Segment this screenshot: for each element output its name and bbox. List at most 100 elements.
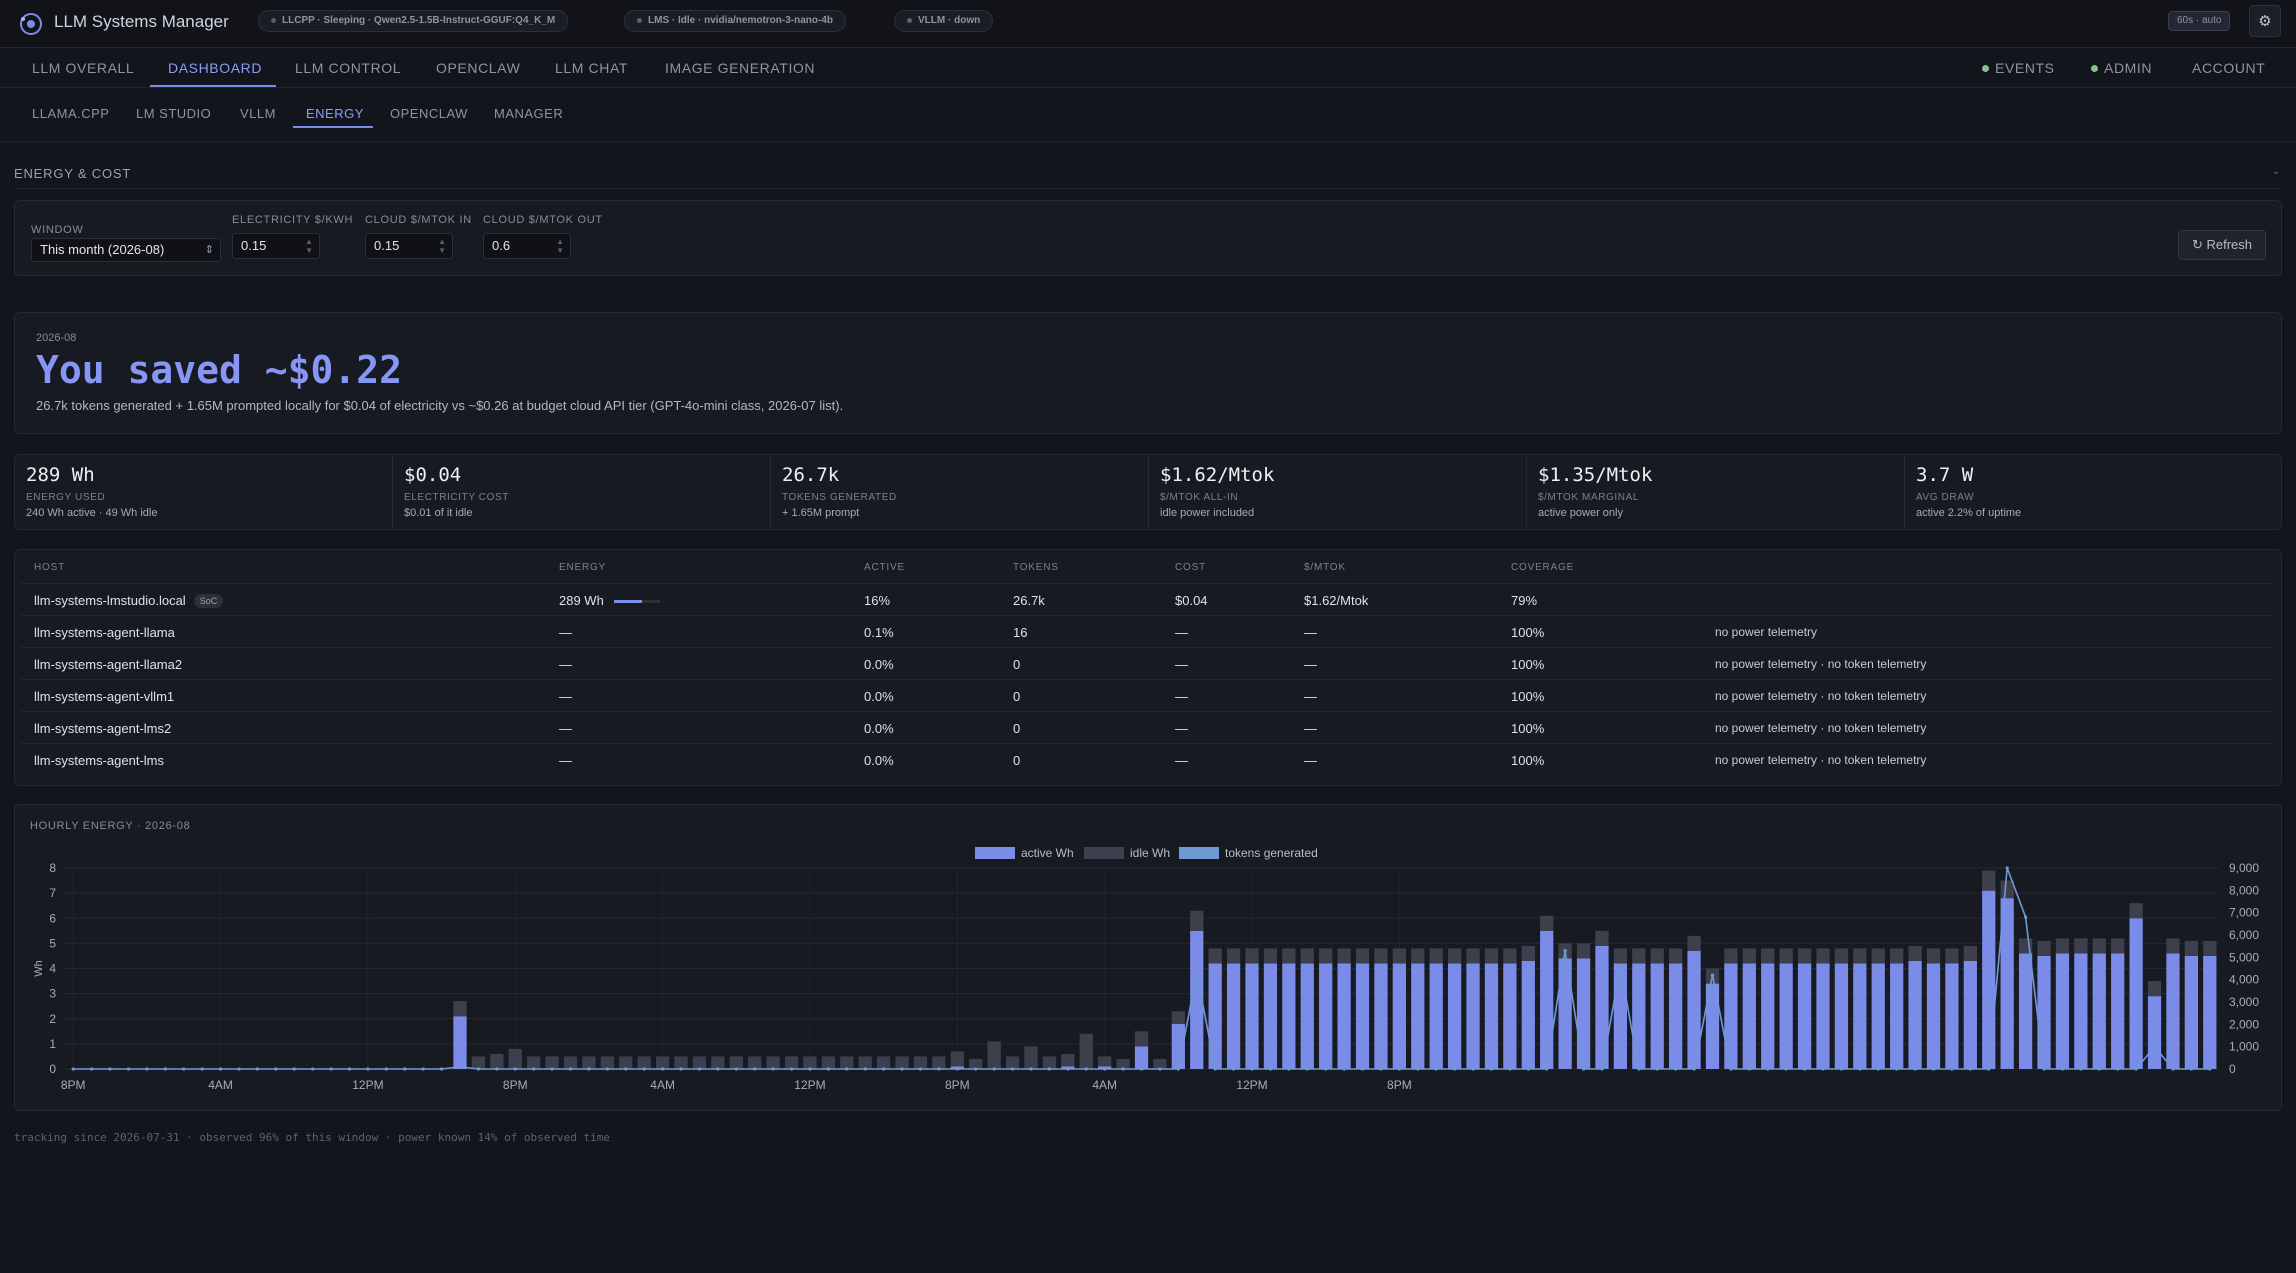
host-cell: llm-systems-agent-vllm1 [34, 689, 174, 704]
stepper-icon[interactable]: ▲ ▼ [305, 237, 313, 255]
active-cell: 0.0% [864, 689, 894, 704]
table-row[interactable]: llm-systems-agent-lms — 0.0% 0 — — 100% no powe… [20, 743, 2272, 775]
tokens-point [1987, 1067, 1991, 1071]
bar-idle [674, 1056, 688, 1069]
subtab-openclaw[interactable]: OPENCLAW [390, 106, 468, 121]
host-cell: llm-systems-agent-llama2 [34, 657, 182, 672]
tab-llm-control[interactable]: LLM CONTROL [295, 60, 402, 76]
bar-active [1742, 963, 1756, 1069]
tab-image-generation[interactable]: IMAGE GENERATION [665, 60, 816, 76]
savings-description: 26.7k tokens generated + 1.65M prompted … [36, 398, 844, 413]
column-header-active: ACTIVE [864, 562, 905, 573]
bar-idle [1134, 1031, 1149, 1047]
table-row[interactable]: llm-systems-agent-vllm1 — 0.0% 0 — — 100% no po… [20, 679, 2272, 711]
tokens-point [1784, 1067, 1788, 1071]
bar-idle [1079, 1033, 1093, 1069]
telemetry-note: no power telemetry · no token telemetry [1715, 721, 1927, 735]
settings-button[interactable]: ⚙ [2249, 5, 2281, 37]
bar-idle [748, 1056, 762, 1069]
tokens-cell: 0 [1013, 721, 1021, 736]
collapse-caret-icon[interactable]: ⌄ [2272, 166, 2281, 177]
kpi-sub: active 2.2% of uptime [1916, 507, 2022, 519]
bar-active [2184, 955, 2199, 1069]
tab-llm-chat[interactable]: LLM CHAT [555, 60, 628, 76]
window-select[interactable]: This month (2026-08) ⇕ [31, 238, 221, 262]
nav-admin[interactable]: ADMIN [2091, 60, 2152, 76]
tokens-point [2097, 1067, 2101, 1071]
kpi-value: $0.04 [404, 464, 462, 486]
x-tick-label: 12PM [794, 1078, 825, 1092]
stepper-icon[interactable]: ▲ ▼ [556, 237, 564, 255]
telemetry-note: no power telemetry [1715, 625, 1818, 639]
energy-cell: — [559, 625, 572, 640]
cloud-in-input[interactable]: 0.15 ▲ ▼ [365, 233, 453, 259]
nav-account[interactable]: ACCOUNT [2192, 60, 2266, 76]
kpi-value: $1.35/Mtok [1538, 464, 1653, 486]
tokens-point [1047, 1067, 1052, 1071]
tab-openclaw[interactable]: OPENCLAW [436, 60, 521, 76]
bar-idle [1245, 948, 1259, 964]
window-label: WINDOW [31, 224, 84, 236]
column-header-tokens: TOKENS [1013, 562, 1059, 573]
mtok-cell: — [1304, 753, 1317, 768]
kpi-sub: idle power included [1160, 507, 1255, 519]
subtab-manager[interactable]: MANAGER [494, 106, 564, 121]
status-dot-icon [637, 17, 642, 23]
x-tick-label: 4AM [1092, 1078, 1117, 1092]
tokens-point [274, 1067, 278, 1071]
tokens-point [347, 1067, 352, 1071]
tokens-point [163, 1067, 167, 1071]
tokens-point [550, 1067, 554, 1071]
subtab-energy[interactable]: ENERGY [306, 106, 364, 121]
electricity-input[interactable]: 0.15 ▲ ▼ [232, 233, 320, 259]
column-header-coverage: COVERAGE [1511, 562, 1575, 573]
table-row[interactable]: llm-systems-agent-llama2 — 0.0% 0 — — 100% no p… [20, 647, 2272, 679]
tokens-point [1268, 1067, 1273, 1071]
subtab-lm-studio[interactable]: LM STUDIO [136, 106, 212, 121]
stepper-icon[interactable]: ▲ ▼ [438, 237, 446, 255]
kpi-label: $/MTOK ALL-IN [1160, 492, 1239, 503]
tokens-cell: 16 [1013, 625, 1028, 640]
nav-events[interactable]: EVENTS [1982, 60, 2055, 76]
bar-idle [950, 1051, 964, 1067]
auto-refresh-chip[interactable]: 60s · auto [2168, 11, 2231, 31]
bar-idle [692, 1056, 707, 1069]
status-pill-lms[interactable]: LMS · Idle · nvidia/nemotron-3-nano-4b [624, 10, 846, 32]
tokens-cell: 0 [1013, 689, 1021, 704]
bar-active [1576, 958, 1591, 1069]
tokens-point [1360, 1067, 1365, 1071]
subtab-vllm[interactable]: VLLM [240, 106, 276, 121]
refresh-button[interactable]: ↻ Refresh [2178, 230, 2266, 260]
tokens-cell: 0 [1013, 657, 1021, 672]
energy-cell: — [559, 753, 572, 768]
kpi-electricity-cost: $0.04 ELECTRICITY COST $0.01 of it idle [392, 454, 770, 530]
bar-idle [1687, 935, 1701, 951]
table-row[interactable]: llm-systems-agent-llama — 0.1% 16 — — 100% no p… [20, 615, 2272, 647]
gear-icon: ⚙ [2258, 13, 2272, 30]
y-tick-label: 7 [49, 886, 56, 900]
tokens-point [826, 1067, 830, 1071]
telemetry-note: no power telemetry · no token telemetry [1715, 657, 1927, 671]
table-row[interactable]: llm-systems-agent-lms2 — 0.0% 0 — — 100% no pow… [20, 711, 2272, 743]
kpi-label: TOKENS GENERATED [782, 492, 897, 503]
tokens-point [1802, 1067, 1807, 1071]
tokens-point [1379, 1067, 1383, 1071]
y2-tick-label: 5,000 [2229, 950, 2259, 964]
subtab-llama-cpp[interactable]: LLAMA.CPP [32, 106, 110, 121]
kpi-divider [1904, 454, 1905, 530]
kpi-tokens-generated: 26.7k TOKENS GENERATED + 1.65M prompt [770, 454, 1148, 530]
energy-cell: — [559, 657, 572, 672]
table-row[interactable]: llm-systems-lmstudio.local SoC 289 Wh 16% 26… [20, 583, 2272, 615]
tab-llm-overall[interactable]: LLM OVERALL [32, 60, 135, 76]
kpi-energy-used: 289 Wh ENERGY USED 240 Wh active · 49 Wh… [14, 454, 392, 530]
status-pill-vllm[interactable]: VLLM · down [894, 10, 994, 32]
tokens-point [808, 1067, 812, 1071]
bar-active [2055, 953, 2070, 1069]
bar-idle [1871, 948, 1885, 964]
cloud-in-value: 0.15 [374, 238, 400, 253]
bar-active [1245, 963, 1259, 1069]
tab-dashboard[interactable]: DASHBOARD [168, 60, 263, 76]
cloud-out-input[interactable]: 0.6 ▲ ▼ [483, 233, 571, 259]
bar-active [1190, 930, 1204, 1069]
status-pill-llcpp[interactable]: LLCPP · Sleeping · Qwen2.5-1.5B-Instruct… [258, 10, 569, 32]
